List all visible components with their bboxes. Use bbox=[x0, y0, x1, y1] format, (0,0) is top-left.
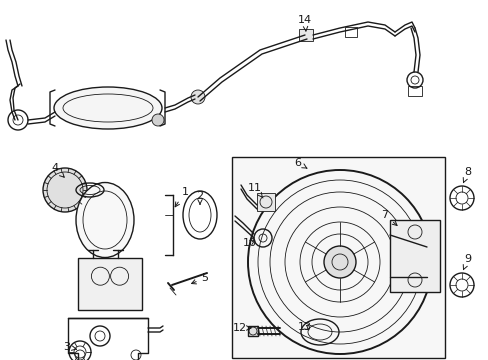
Text: 14: 14 bbox=[297, 15, 311, 31]
Bar bbox=[298, 29, 312, 41]
Bar bbox=[389, 220, 439, 292]
Text: 9: 9 bbox=[462, 254, 470, 270]
Circle shape bbox=[324, 246, 355, 278]
Text: 6: 6 bbox=[294, 158, 306, 168]
Bar bbox=[78, 258, 142, 310]
Text: 1: 1 bbox=[175, 187, 188, 207]
Text: 4: 4 bbox=[51, 163, 64, 177]
Bar bbox=[345, 27, 356, 37]
Bar bbox=[231, 157, 444, 358]
Bar bbox=[247, 326, 258, 336]
Text: 5: 5 bbox=[191, 273, 208, 284]
Bar bbox=[407, 86, 421, 96]
Text: 10: 10 bbox=[243, 238, 257, 248]
Text: 8: 8 bbox=[462, 167, 470, 183]
Ellipse shape bbox=[76, 183, 134, 257]
Circle shape bbox=[191, 90, 204, 104]
Text: 11: 11 bbox=[247, 183, 263, 198]
Text: 2: 2 bbox=[196, 191, 203, 204]
Ellipse shape bbox=[54, 87, 162, 129]
Text: 12: 12 bbox=[232, 323, 250, 333]
Text: 3: 3 bbox=[63, 342, 76, 352]
Circle shape bbox=[43, 168, 87, 212]
Text: 13: 13 bbox=[297, 322, 311, 332]
Circle shape bbox=[152, 114, 163, 126]
Text: 7: 7 bbox=[381, 210, 396, 225]
Bar bbox=[257, 193, 274, 211]
